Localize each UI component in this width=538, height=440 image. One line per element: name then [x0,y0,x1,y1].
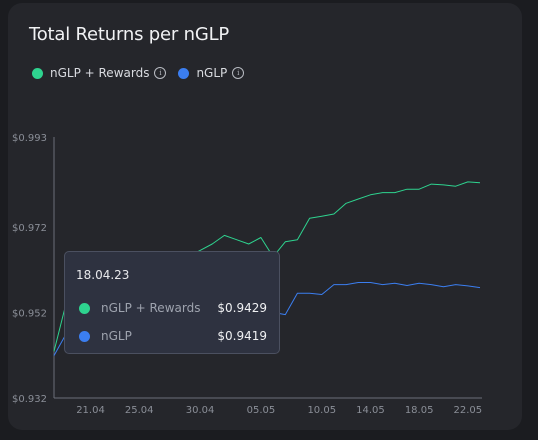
tooltip-value: $0.9429 [217,301,267,315]
x-tick-label: 05.05 [247,405,276,416]
axes [53,137,482,399]
legend-item-ngl[interactable]: nGLP i [178,66,245,80]
axis-labels: $0.993 $0.972 $0.952 $0.932 21.04 25.04 30.04 0… [12,133,482,416]
tooltip-label: nGLP + Rewards [101,301,201,315]
legend-label: nGLP [196,66,228,80]
y-tick-label: $0.972 [12,223,47,234]
chart-title: Total Returns per nGLP [29,24,230,45]
tooltip-dot [79,330,90,342]
tooltip-date: 18.04.23 [76,268,130,282]
legend-dot-ngl [178,67,190,79]
x-tick-label: 30.04 [186,405,215,416]
legend-item-ngl-rewards[interactable]: nGLP + Rewards i [32,66,167,80]
tooltip-label: nGLP [101,329,132,343]
x-tick-label: 10.05 [307,405,336,416]
tooltip-dot [79,302,90,314]
chart-legend: nGLP + Rewards i nGLP i [32,66,256,80]
x-tick-label: 14.05 [356,405,385,416]
x-tick-label: 21.04 [76,405,105,416]
y-tick-label: $0.932 [12,394,47,405]
x-tick-label: 25.04 [125,405,154,416]
legend-dot-ngl-rewards [32,67,43,79]
tooltip-row-ngl: nGLP $0.9419 [79,329,267,343]
chart-card [8,3,522,430]
x-tick-label: 22.05 [454,405,483,416]
legend-label: nGLP + Rewards [50,66,150,80]
y-tick-label: $0.993 [12,133,47,144]
info-icon[interactable]: i [154,67,167,79]
chart-tooltip: 18.04.23 nGLP + Rewards $0.9429 nGLP $0.… [64,251,280,354]
tooltip-value: $0.9419 [217,329,267,343]
y-tick-label: $0.952 [12,308,47,319]
tooltip-row-ngl-rewards: nGLP + Rewards $0.9429 [79,301,267,315]
info-icon[interactable]: i [232,67,245,79]
x-tick-label: 18.05 [405,405,434,416]
